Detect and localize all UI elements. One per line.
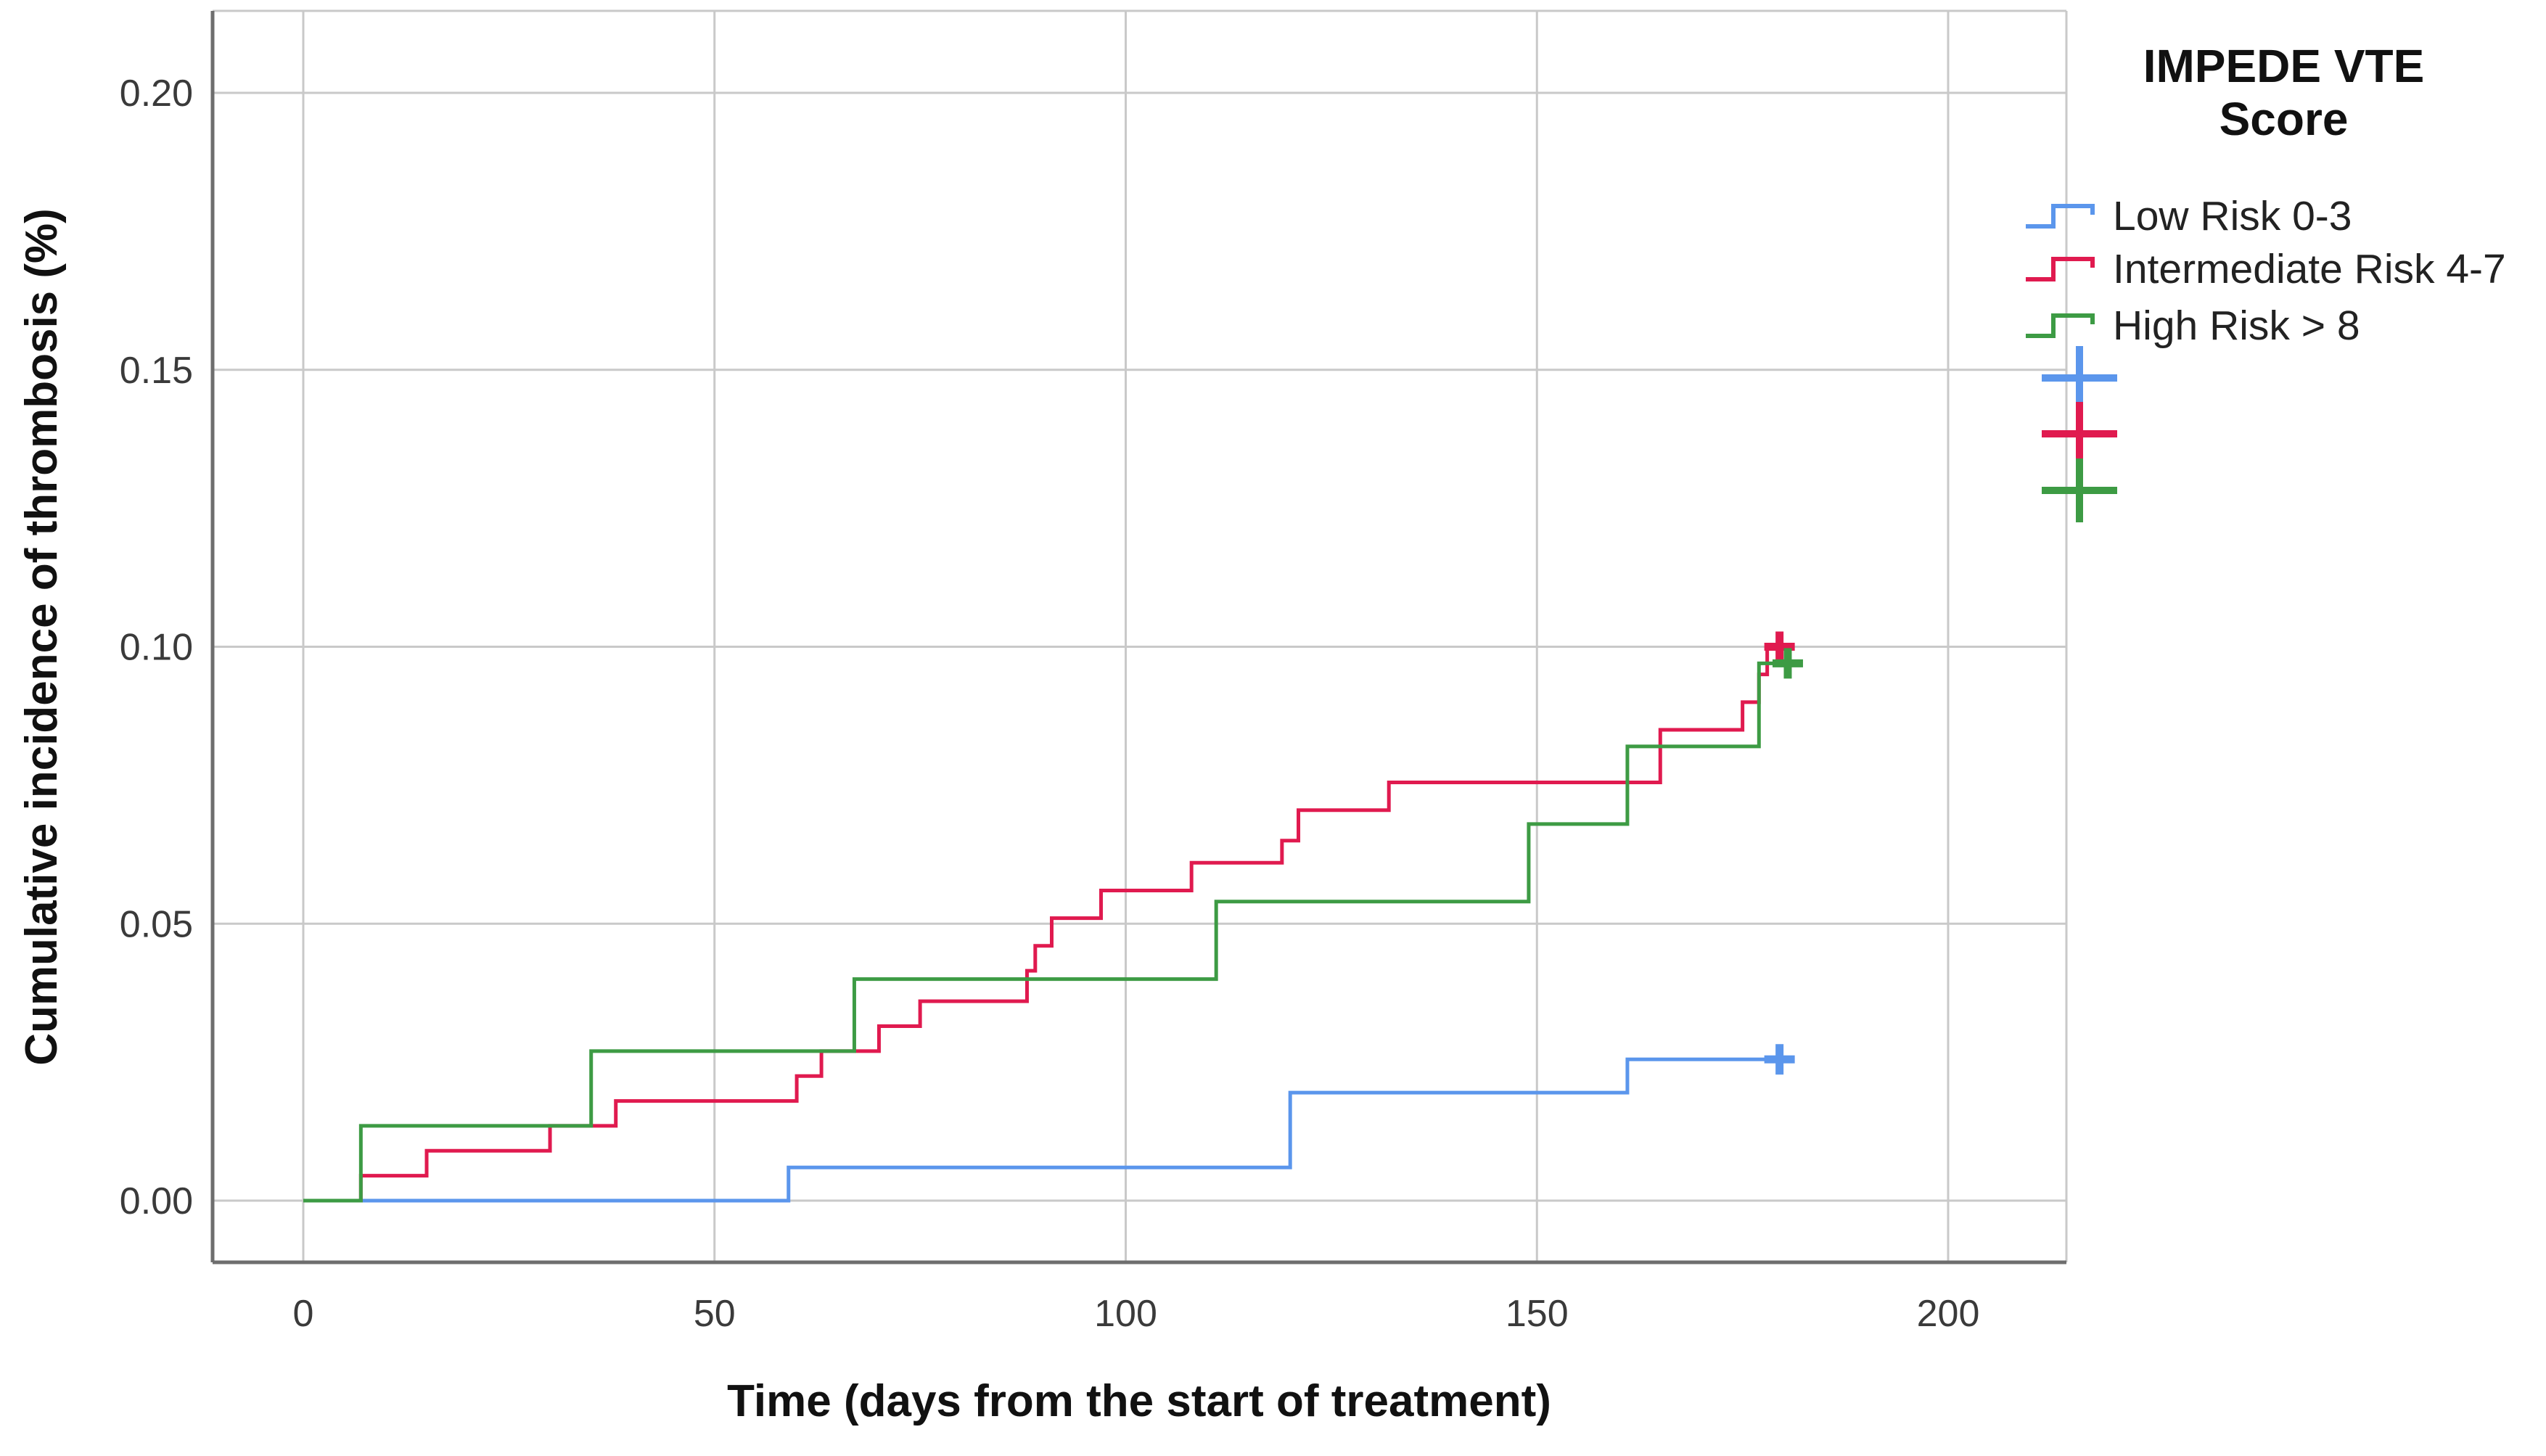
censor-mark-low-risk-0-3 [1764, 1044, 1795, 1075]
plus-icon [2042, 346, 2117, 410]
legend-censor-marker [2037, 345, 2122, 415]
legend-censor-marker [2037, 457, 2122, 527]
x-tick-label: 0 [293, 1293, 314, 1335]
gridlines [213, 11, 2066, 1262]
x-axis-title: Time (days from the start of treatment) [727, 1376, 1551, 1426]
plus-icon [2042, 402, 2117, 466]
y-tick-label: 0.20 [120, 73, 193, 115]
legend-title-line1: IMPEDE VTE [2143, 40, 2425, 92]
legend-item-label: Intermediate Risk 4-7 [2113, 246, 2506, 292]
legend-step-line-icon [2026, 204, 2095, 229]
legend: IMPEDE VTE Score Low Risk 0-3 Intermediat… [2024, 40, 2543, 522]
x-tick-label: 100 [1094, 1293, 1157, 1335]
legend-item-high-risk-8: High Risk > 8 [2024, 303, 2360, 349]
series-curves [303, 645, 1788, 1203]
x-tick-label: 150 [1506, 1293, 1569, 1335]
legend-title: IMPEDE VTE Score [2024, 40, 2543, 146]
series-curve-high-risk-8 [303, 661, 1788, 1203]
x-tick-label: 50 [694, 1293, 736, 1335]
y-tick-label: 0.15 [120, 350, 193, 392]
legend-item-label: High Risk > 8 [2113, 303, 2360, 349]
legend-step-line-icon [2026, 257, 2095, 281]
legend-item-low-risk-0-3: Low Risk 0-3 [2024, 193, 2352, 239]
legend-title-line2: Score [2219, 92, 2349, 145]
y-axis-title: Cumulative incidence of thrombosis (%) [17, 208, 67, 1066]
plus-icon [2042, 458, 2117, 522]
x-tick-label: 200 [1917, 1293, 1980, 1335]
y-tick-label: 0.05 [120, 903, 193, 945]
legend-item-intermediate-risk-4-7: Intermediate Risk 4-7 [2024, 246, 2506, 292]
censor-marks [1764, 631, 1803, 1075]
plot-frame [210, 9, 2068, 1264]
y-tick-label: 0.10 [120, 627, 193, 669]
legend-item-label: Low Risk 0-3 [2113, 193, 2352, 239]
legend-censor-marker [2037, 400, 2122, 471]
series-curve-low-risk-0-3 [303, 1057, 1780, 1203]
legend-step-line-icon [2026, 313, 2095, 338]
series-curve-intermediate-risk-4-7 [303, 645, 1780, 1203]
censor-mark-high-risk-8 [1772, 648, 1803, 679]
y-tick-label: 0.00 [120, 1180, 193, 1222]
censor-mark-intermediate-risk-4-7 [1764, 631, 1795, 662]
tick-labels: 0 50 100 150 200 0.00 0.05 0.10 0.15 0.20 [120, 73, 1980, 1335]
